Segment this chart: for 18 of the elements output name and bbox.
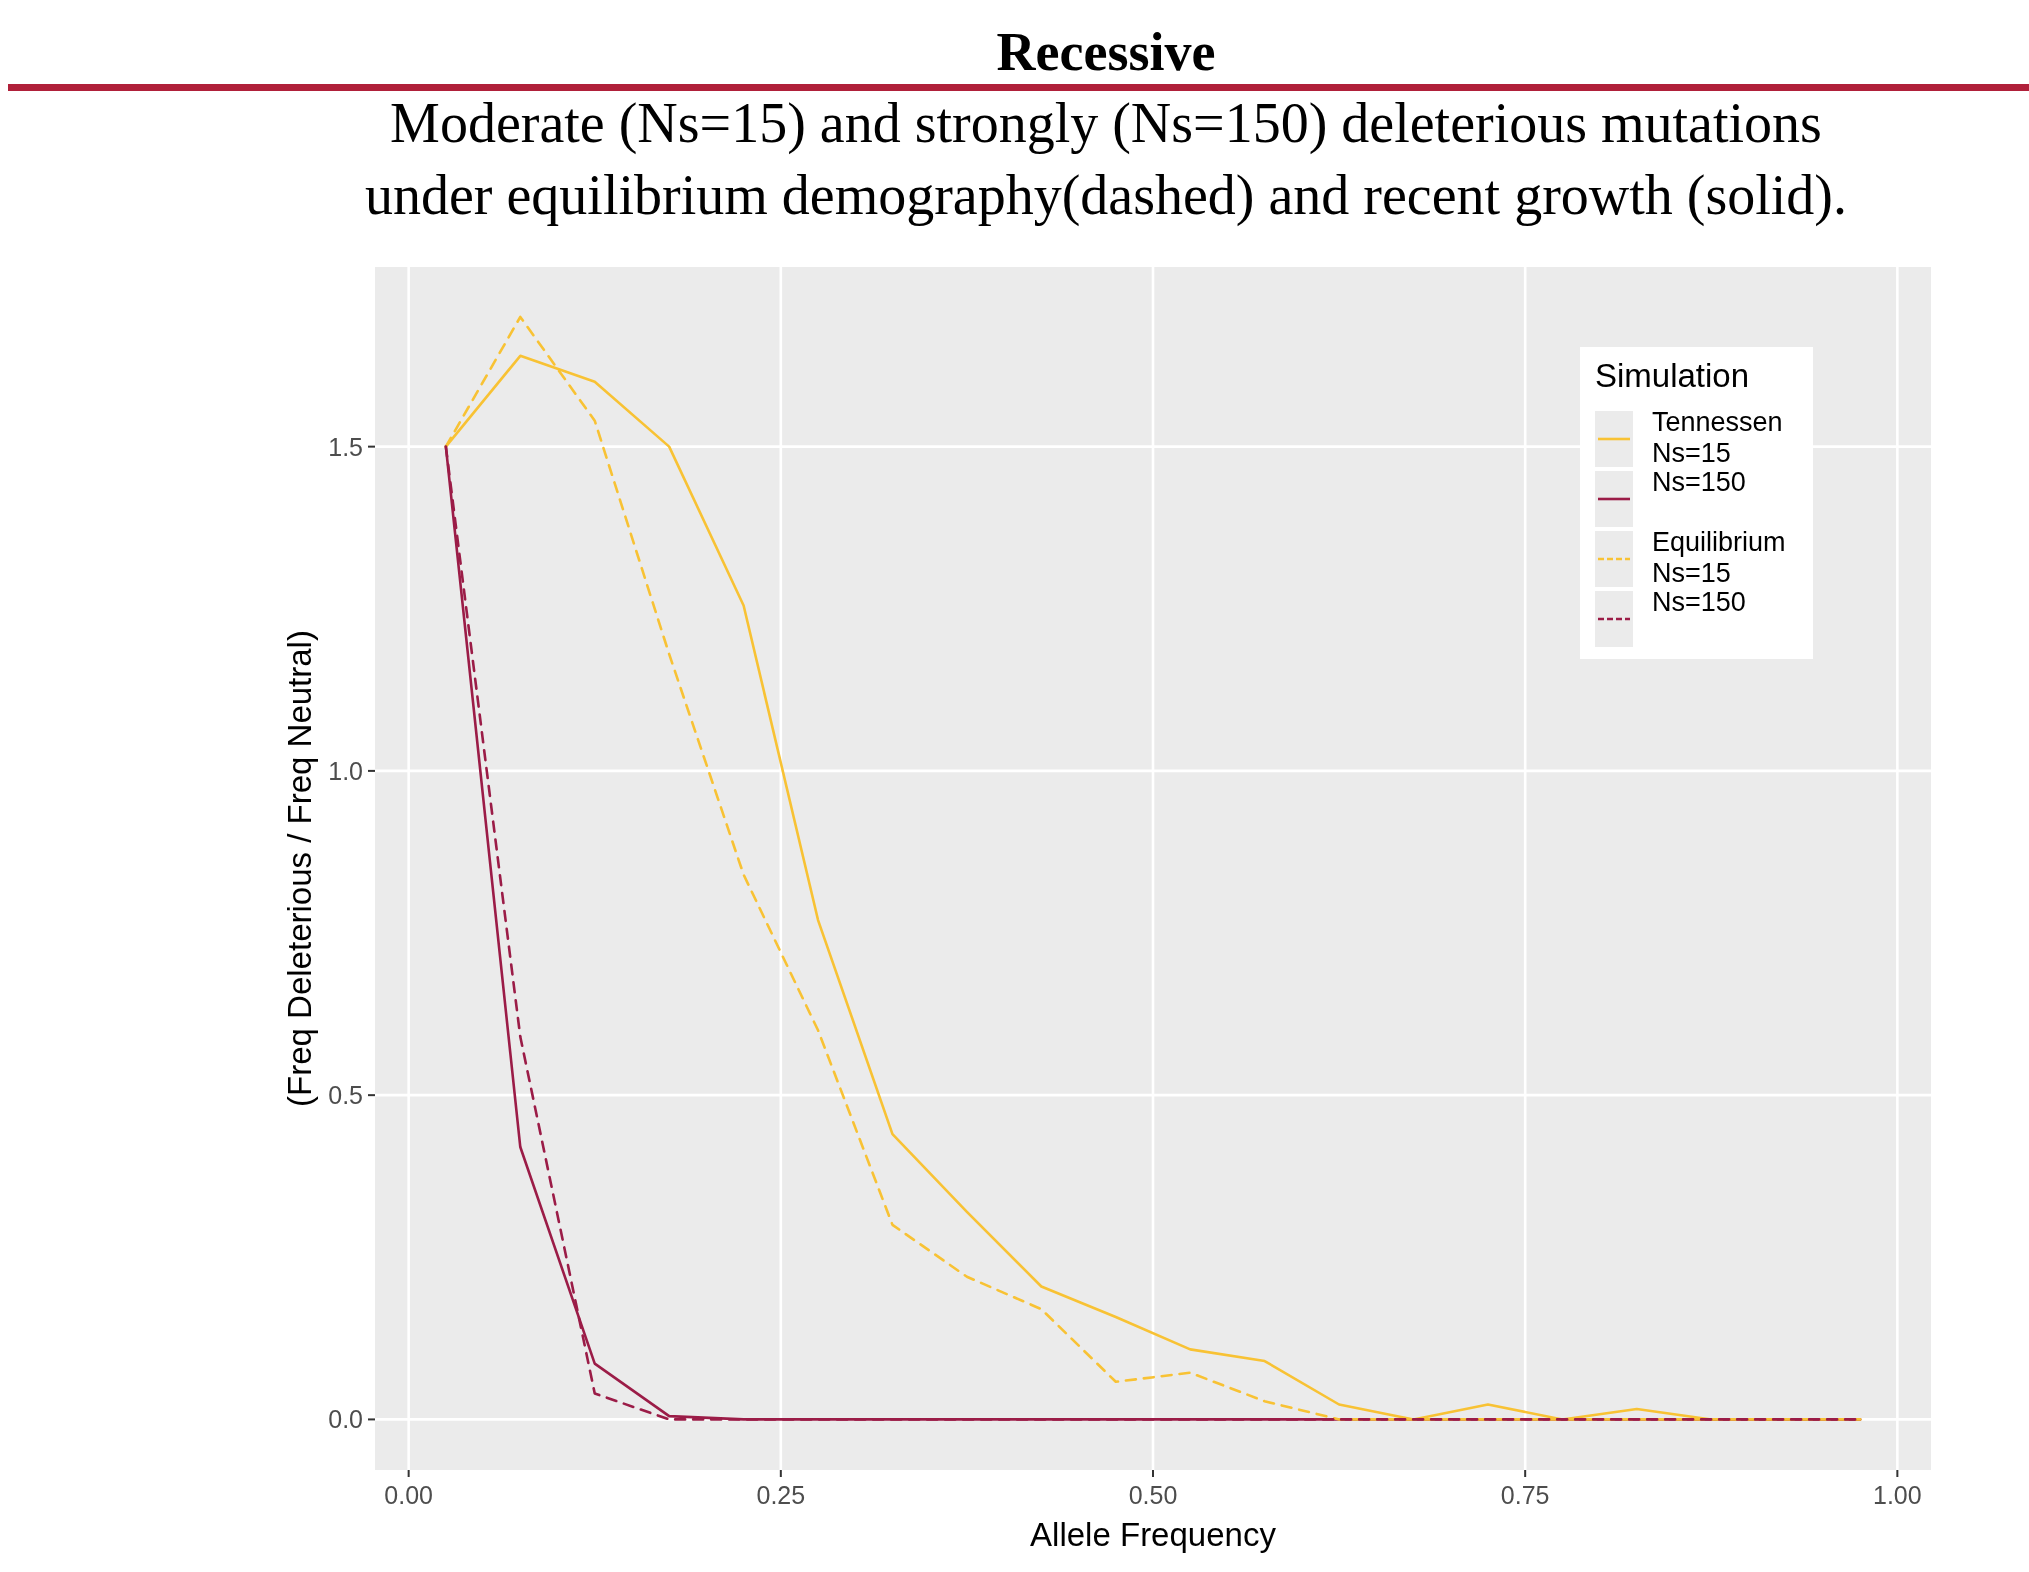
chart-title: Recessive xyxy=(996,22,1216,82)
x-tick-label: 0.75 xyxy=(1500,1481,1550,1509)
x-axis-title: Allele Frequency xyxy=(1030,1516,1277,1553)
legend-label: Ns=150 xyxy=(1652,587,1746,617)
legend-label: Equilibrium Ns=15 xyxy=(1652,527,1786,588)
chart-subtitle: Moderate (Ns=15) and strongly (Ns=150) deleterious mutations under equilibrium demography(dashed) and recent growth (solid). xyxy=(364,92,1848,227)
y-axis-title: (Freq Deleterious / Freq Neutral) xyxy=(281,630,318,1107)
y-tick-label: 1.0 xyxy=(328,756,363,785)
y-tick-label: 1.5 xyxy=(328,432,363,461)
x-tick-label: 0.00 xyxy=(384,1481,433,1509)
x-tick-label: 0.50 xyxy=(1128,1481,1178,1509)
y-tick-label: 0.0 xyxy=(328,1405,363,1434)
legend-label: Ns=150 xyxy=(1652,467,1746,497)
y-tick-label: 0.5 xyxy=(328,1081,363,1110)
legend-title: Simulation xyxy=(1595,357,1750,394)
x-tick-label: 0.25 xyxy=(756,1481,806,1509)
x-tick-label: 1.00 xyxy=(1873,1481,1922,1509)
legend-label: Tennessen Ns=15 xyxy=(1652,407,1783,468)
